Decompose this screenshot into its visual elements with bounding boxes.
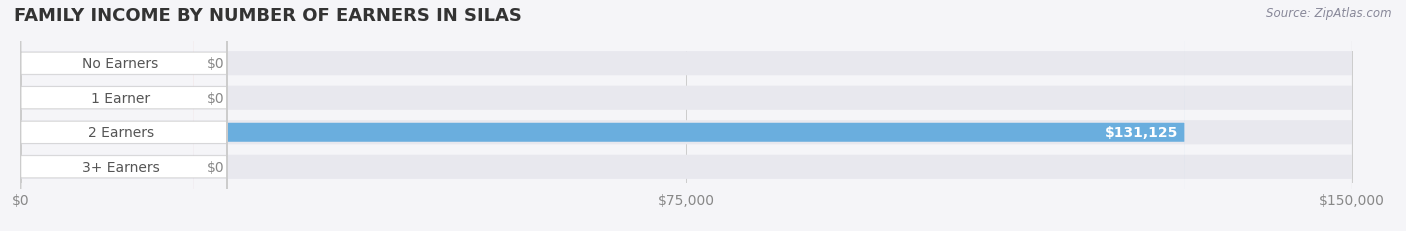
Text: $0: $0 <box>207 160 225 174</box>
Text: No Earners: No Earners <box>83 57 159 71</box>
FancyBboxPatch shape <box>21 0 194 231</box>
Text: Source: ZipAtlas.com: Source: ZipAtlas.com <box>1267 7 1392 20</box>
Text: 2 Earners: 2 Earners <box>87 126 153 140</box>
Text: 3+ Earners: 3+ Earners <box>82 160 159 174</box>
FancyBboxPatch shape <box>21 0 226 231</box>
FancyBboxPatch shape <box>21 0 1353 231</box>
Text: $131,125: $131,125 <box>1105 126 1178 140</box>
FancyBboxPatch shape <box>21 0 226 231</box>
FancyBboxPatch shape <box>21 0 194 231</box>
Text: $0: $0 <box>207 91 225 105</box>
FancyBboxPatch shape <box>21 0 1353 231</box>
FancyBboxPatch shape <box>21 0 1184 231</box>
FancyBboxPatch shape <box>21 0 226 231</box>
FancyBboxPatch shape <box>21 0 226 231</box>
FancyBboxPatch shape <box>21 0 194 231</box>
Text: $0: $0 <box>207 57 225 71</box>
Text: 1 Earner: 1 Earner <box>91 91 150 105</box>
FancyBboxPatch shape <box>21 0 1353 231</box>
FancyBboxPatch shape <box>21 0 1353 231</box>
Text: FAMILY INCOME BY NUMBER OF EARNERS IN SILAS: FAMILY INCOME BY NUMBER OF EARNERS IN SI… <box>14 7 522 25</box>
